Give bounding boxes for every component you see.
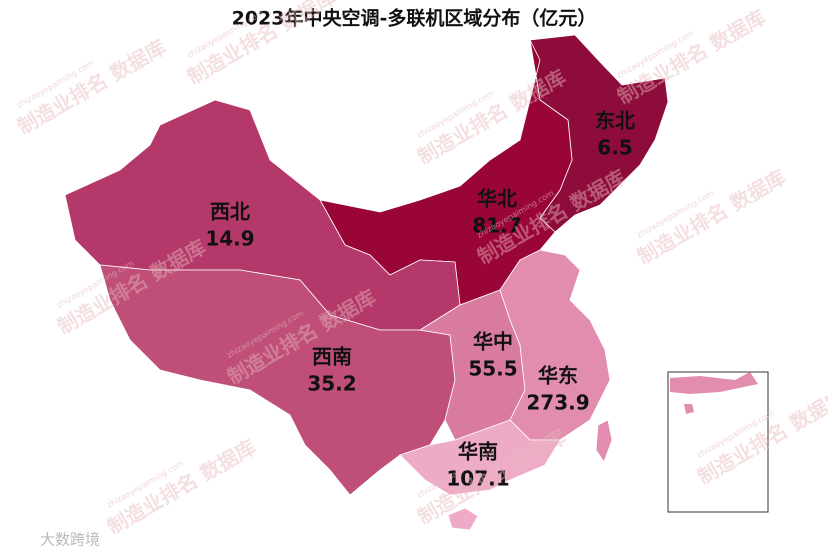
labels: 东北 6.5 华北 81.7 西北 14.9 西南 35.2 华中 55.5 华东 273.9 华南 10… bbox=[205, 109, 635, 491]
region-value: 35.2 bbox=[307, 372, 356, 396]
region-name: 西南 bbox=[312, 345, 352, 369]
inset-land bbox=[670, 372, 758, 414]
watermark: 制造业排名 数据库 bbox=[633, 165, 790, 269]
watermark: 制造业排名 数据库 bbox=[13, 35, 170, 139]
region-name: 东北 bbox=[595, 109, 635, 133]
watermark: 制造业排名 数据库 bbox=[613, 5, 770, 109]
region bbox=[499, 249, 613, 463]
south-sea-inset bbox=[667, 371, 769, 513]
region-value: 107.1 bbox=[446, 467, 509, 491]
watermark: 制造业排名 数据库 bbox=[103, 435, 260, 539]
region-name: 华中 bbox=[473, 330, 513, 354]
region-name: 华北 bbox=[477, 187, 517, 211]
region-value: 6.5 bbox=[597, 136, 632, 160]
regions bbox=[64, 34, 669, 531]
region-value: 273.9 bbox=[526, 391, 589, 415]
chart-title: 2023年中央空调-多联机区域分布（亿元） bbox=[232, 7, 597, 30]
region bbox=[399, 419, 561, 531]
region-value: 55.5 bbox=[468, 357, 517, 381]
watermark: 制造业排名 数据库 bbox=[693, 385, 828, 489]
region-name: 华东 bbox=[538, 364, 578, 388]
region-name: 华南 bbox=[458, 440, 498, 464]
region-value: 14.9 bbox=[205, 227, 254, 251]
region-value: 81.7 bbox=[472, 214, 521, 238]
source-logo: 大数跨境 bbox=[40, 531, 100, 549]
region-name: 西北 bbox=[210, 200, 250, 224]
